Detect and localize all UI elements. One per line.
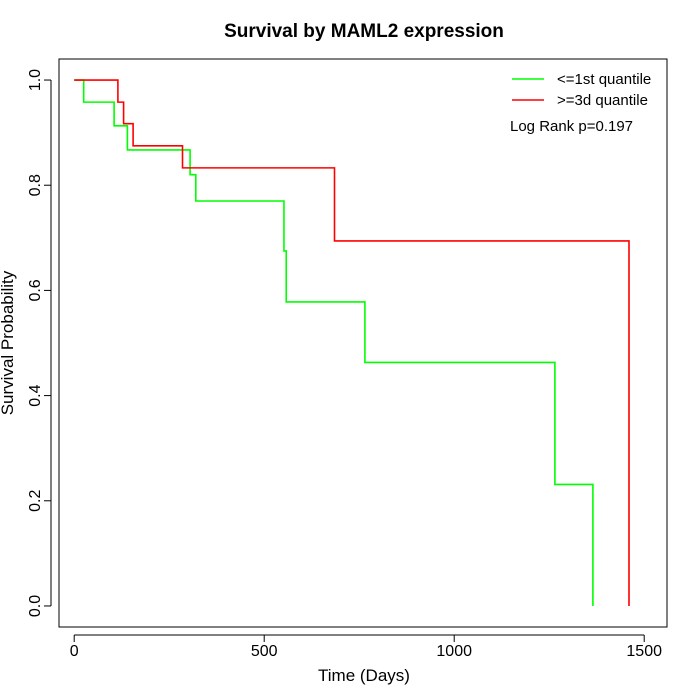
y-tick-label: 1.0 xyxy=(27,69,44,91)
y-tick-label: 0.0 xyxy=(27,595,44,617)
y-tick-label: 0.8 xyxy=(27,174,44,196)
y-tick-label: 0.2 xyxy=(27,490,44,512)
x-axis: 0 500 1000 1500 xyxy=(70,634,662,660)
y-tick-label: 0.4 xyxy=(27,384,44,406)
x-tick-label: 1500 xyxy=(626,643,662,660)
log-rank-annotation: Log Rank p=0.197 xyxy=(510,118,633,135)
series-layer xyxy=(74,79,630,606)
series-line-1 xyxy=(74,79,630,606)
series-line-0 xyxy=(74,79,594,606)
x-axis-label: Time (Days) xyxy=(318,666,410,685)
legend-label: >=3d quantile xyxy=(557,92,648,109)
x-tick-label: 1000 xyxy=(436,643,472,660)
plot-frame xyxy=(58,58,668,628)
y-tick-label: 0.6 xyxy=(27,279,44,301)
x-tick-label: 0 xyxy=(70,643,79,660)
y-axis: 0.0 0.2 0.4 0.6 0.8 1.0 xyxy=(27,69,52,617)
x-tick-label: 500 xyxy=(251,643,278,660)
legend: <=1st quantile >=3d quantile xyxy=(512,71,651,109)
legend-label: <=1st quantile xyxy=(557,71,651,88)
y-axis-label: Survival Probability xyxy=(0,270,17,415)
chart-title: Survival by MAML2 expression xyxy=(224,21,504,42)
